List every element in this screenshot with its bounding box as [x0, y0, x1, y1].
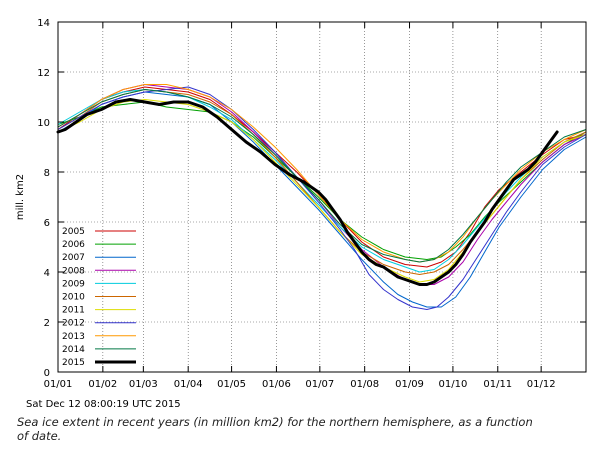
y-tick-label: 10 — [37, 118, 50, 129]
y-tick-label: 12 — [37, 68, 50, 79]
y-tick-label: 8 — [44, 168, 50, 179]
series-line-2014 — [57, 89, 587, 263]
series-line-2012 — [57, 86, 587, 310]
legend: 2005 2006 2007 2008 2009 2010 2011 2012 2013 2014… — [62, 227, 136, 368]
x-tick-label: 01/11 — [483, 379, 512, 390]
y-tick-label: 14 — [37, 18, 50, 29]
legend-label-2011: 2011 — [62, 306, 85, 316]
figure-caption: Sea ice extent in recent years (in milli… — [17, 415, 533, 443]
series-line-2011 — [57, 99, 587, 283]
x-tick-label: 01/04 — [174, 379, 203, 390]
x-tick-label: 01/07 — [305, 379, 334, 390]
legend-label-2012: 2012 — [62, 319, 85, 329]
plot-frame — [57, 21, 587, 373]
y-tick-label: 0 — [44, 368, 50, 379]
x-tick-label: 01/12 — [527, 379, 556, 390]
y-tick-label: 2 — [44, 318, 50, 329]
series-lines — [56, 84, 587, 310]
update-timestamp: Sat Dec 12 08:00:19 UTC 2015 — [26, 399, 181, 410]
legend-label-2008: 2008 — [62, 266, 85, 276]
x-tick-label: 01/02 — [88, 379, 117, 390]
legend-label-2007: 2007 — [62, 253, 85, 263]
x-tick-label: 01/03 — [129, 379, 158, 390]
y-tick-label: 4 — [44, 268, 50, 279]
x-tick-label: 01/09 — [395, 379, 424, 390]
series-line-2007 — [57, 91, 587, 308]
legend-label-2015: 2015 — [62, 358, 85, 368]
series-line-2009 — [57, 89, 587, 273]
series-line-2015 — [56, 98, 559, 286]
grid-lines — [58, 22, 586, 372]
legend-label-2013: 2013 — [62, 332, 85, 342]
series-line-2013 — [57, 84, 587, 263]
series-line-2005 — [57, 86, 587, 268]
legend-label-2006: 2006 — [62, 240, 85, 250]
x-tick-label: 01/06 — [262, 379, 291, 390]
x-tick-label: 01/05 — [217, 379, 246, 390]
y-axis-title: mill. km2 — [15, 174, 26, 220]
x-tick-label: 01/01 — [44, 379, 73, 390]
legend-label-2014: 2014 — [62, 345, 85, 355]
sea-ice-line-chart: 0 2 4 6 8 10 12 14 01/01 01/02 01/03 01/04 01/05 01/0… — [15, 18, 587, 390]
x-tick-label: 01/10 — [439, 379, 468, 390]
legend-label-2005: 2005 — [62, 227, 85, 237]
y-tick-label: 6 — [44, 218, 50, 229]
legend-label-2010: 2010 — [62, 293, 85, 303]
x-tick-label: 01/08 — [350, 379, 379, 390]
legend-label-2009: 2009 — [62, 279, 85, 289]
axis-ticks: 0 2 4 6 8 10 12 14 01/01 01/02 01/03 01/04 01/05 01/0… — [37, 18, 586, 390]
series-line-2006 — [57, 101, 587, 260]
